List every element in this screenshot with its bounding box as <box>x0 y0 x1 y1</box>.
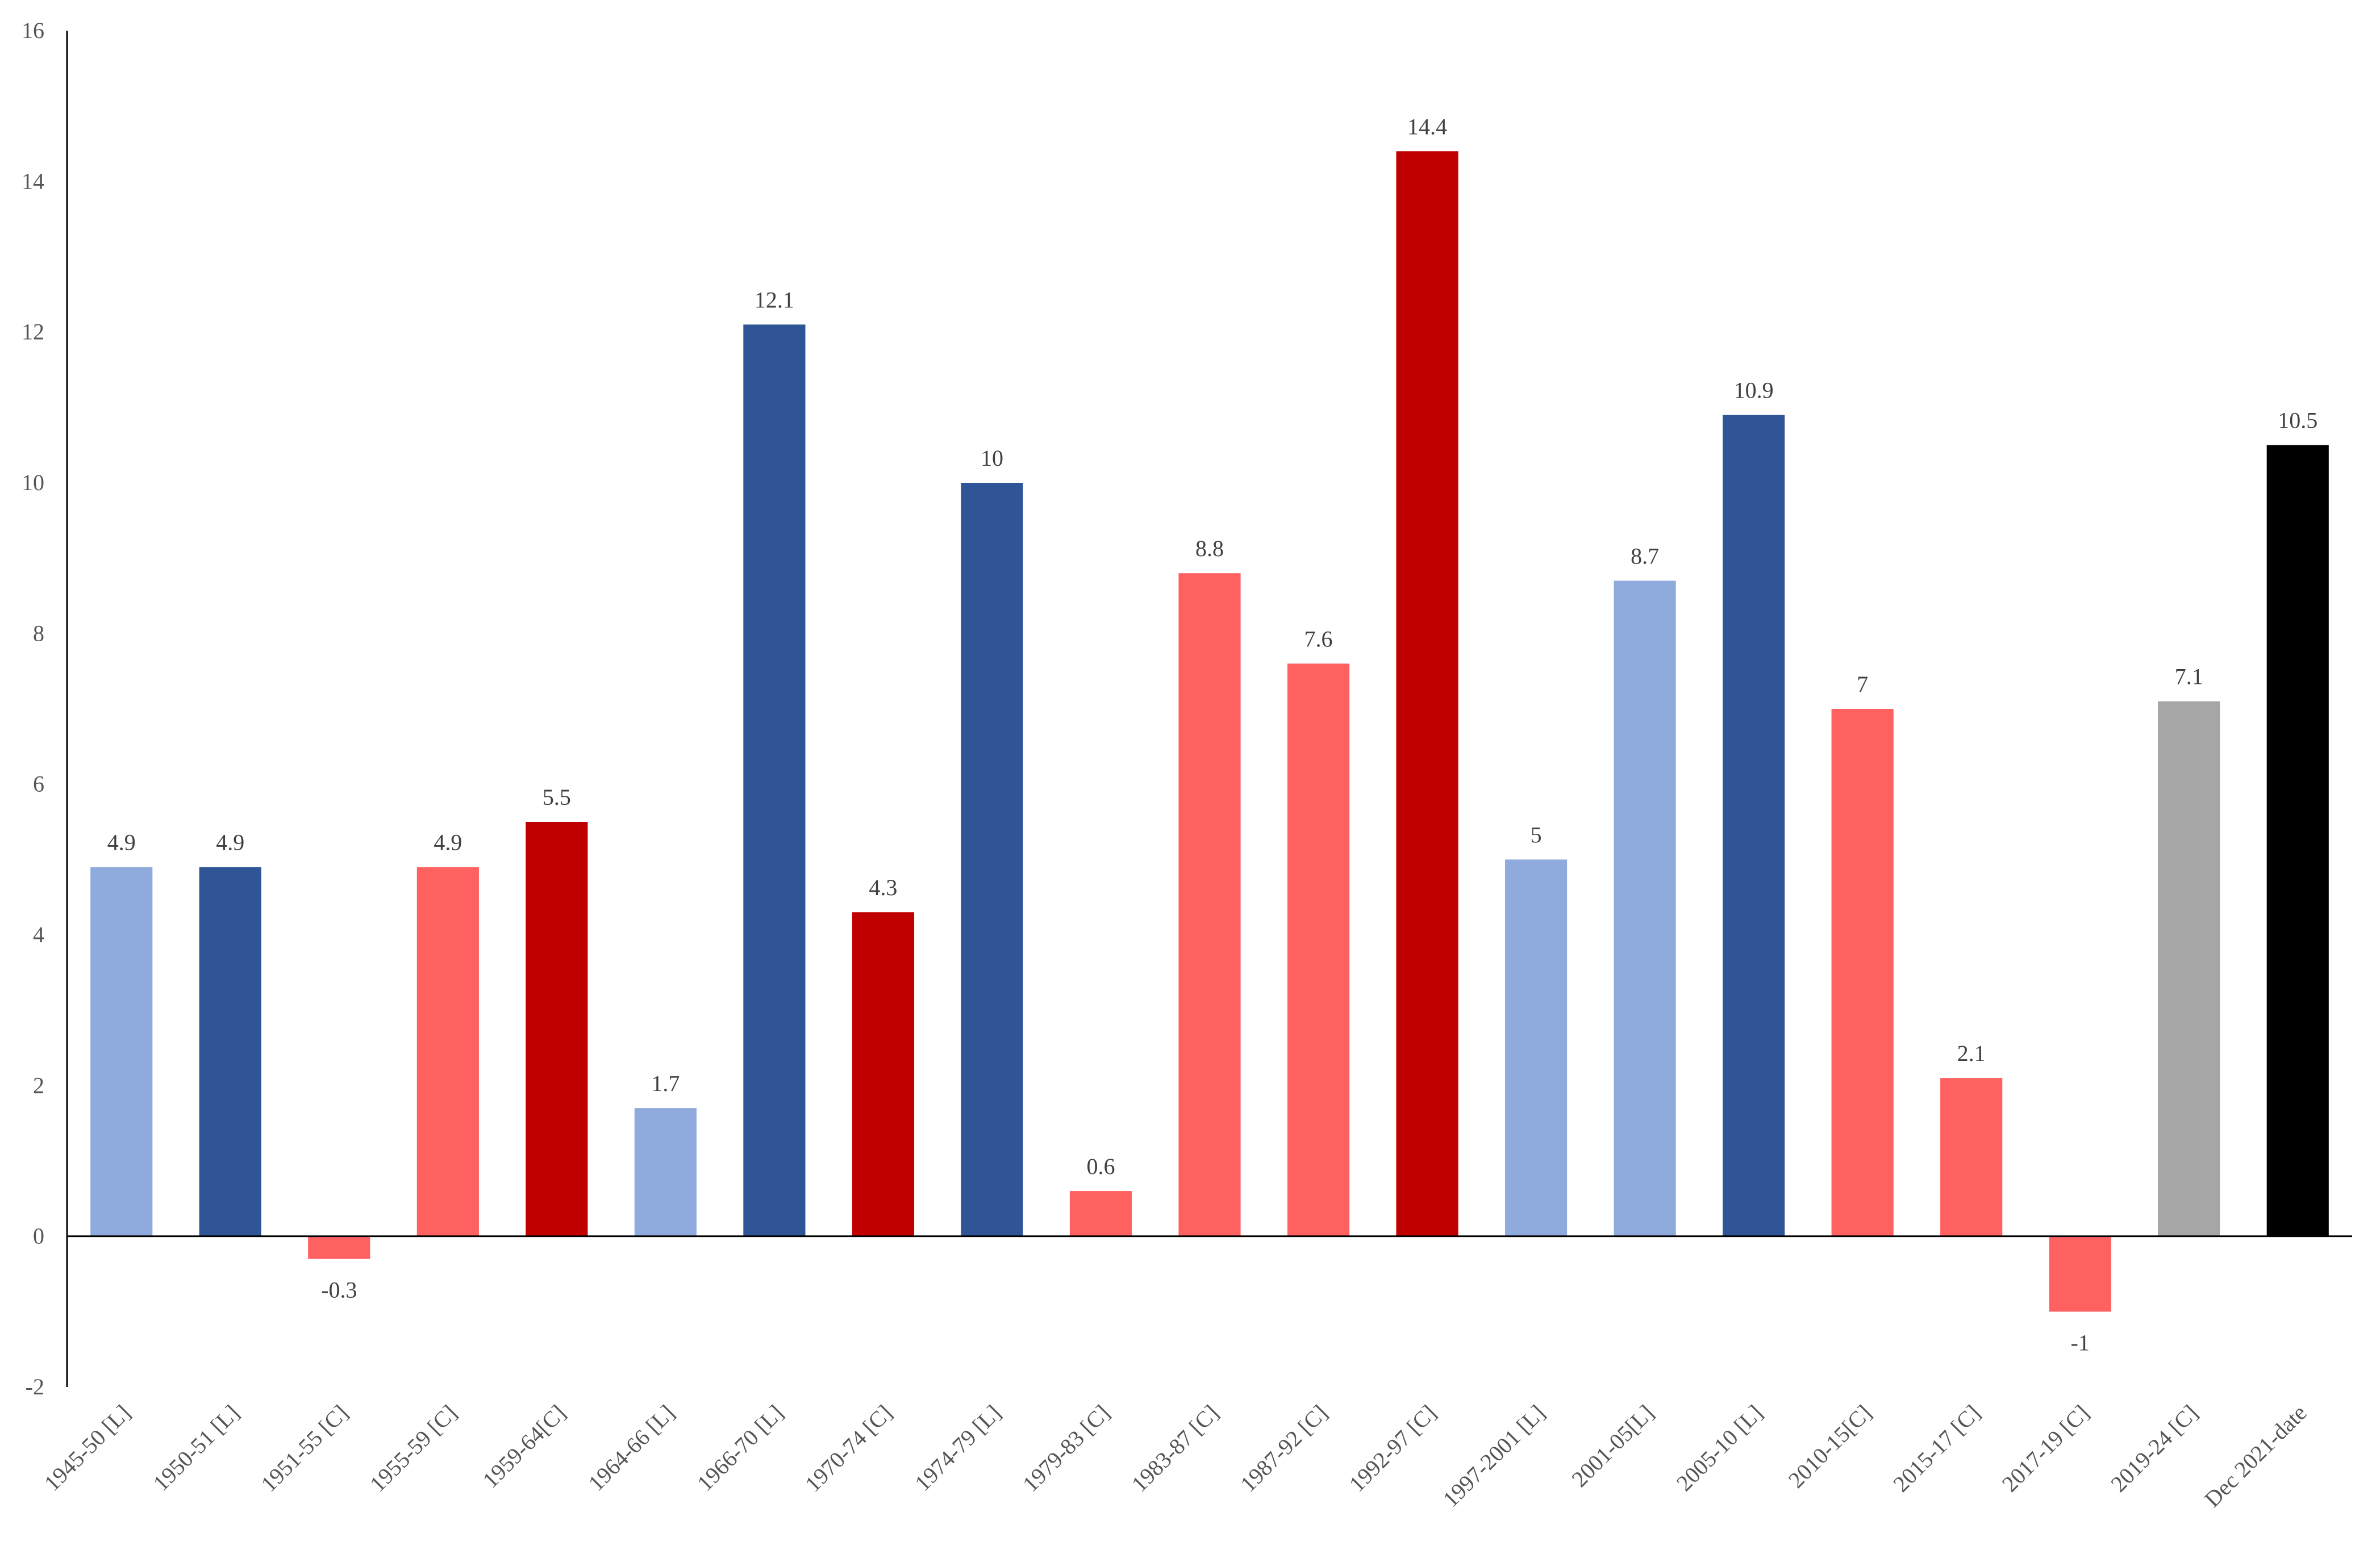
data-label: 7 <box>1857 671 1868 697</box>
data-label: 5.5 <box>543 784 571 810</box>
y-tick-label: 2 <box>33 1072 44 1098</box>
bar <box>1614 580 1676 1236</box>
data-label: 10.5 <box>2278 408 2318 433</box>
category-label: 1955-59 [C] <box>365 1400 462 1497</box>
category-label: 1959-64[C] <box>477 1400 570 1493</box>
category-label: 1950-51 [L] <box>148 1400 244 1496</box>
category-label: 2019-24 [C] <box>2106 1400 2203 1497</box>
y-tick-label: 10 <box>22 470 44 495</box>
data-label: 4.9 <box>107 830 136 855</box>
data-label: -0.3 <box>321 1277 357 1302</box>
bar <box>1940 1078 2003 1236</box>
category-label: 1987-92 [C] <box>1235 1400 1332 1497</box>
y-tick-label: 16 <box>22 18 44 43</box>
category-labels: 1945-50 [L] 1950-51 [L] 1951-55 [C] 1955-59… <box>39 1400 2312 1513</box>
bar <box>90 867 153 1236</box>
y-tick-label: 12 <box>22 319 44 345</box>
y-tick-label: -2 <box>26 1374 44 1400</box>
data-label: -1 <box>2071 1330 2090 1355</box>
category-label: 2005-10 [L] <box>1672 1400 1768 1496</box>
data-label: 0.6 <box>1086 1154 1115 1179</box>
data-label: 7.1 <box>2175 664 2203 690</box>
category-label: 2010-15[C] <box>1783 1400 1877 1493</box>
bar <box>1287 663 1350 1236</box>
category-label: 1979-83 [C] <box>1018 1400 1115 1497</box>
category-label: 2015-17 [C] <box>1888 1400 1985 1497</box>
category-label: 1966-70 [L] <box>692 1400 788 1496</box>
y-tick-label: 8 <box>33 620 44 646</box>
bar <box>1831 709 1894 1236</box>
bar <box>634 1108 697 1236</box>
data-label: 10 <box>981 445 1003 471</box>
bar <box>1069 1191 1132 1236</box>
data-labels: 4.9 4.9 -0.3 4.9 5.5 1.7 12.1 4.3 10 0.6 8.8 7.6 14.… <box>107 114 2318 1355</box>
y-tick-label: 14 <box>22 168 44 194</box>
category-label: 1974-79 [L] <box>910 1400 1006 1496</box>
bar <box>2266 445 2329 1236</box>
data-label: 10.9 <box>1734 378 1774 403</box>
data-label: 7.6 <box>1304 626 1333 651</box>
y-tick-label: 4 <box>33 922 44 947</box>
y-axis: -2 0 2 4 6 8 10 12 14 16 <box>22 18 68 1400</box>
bar <box>308 1236 370 1259</box>
bar <box>199 867 261 1236</box>
category-label: 2017-19 [C] <box>1997 1400 2094 1497</box>
category-label: 1970-74 [C] <box>800 1400 897 1497</box>
category-label: Dec 2021-date <box>2199 1400 2312 1513</box>
bar <box>1396 151 1458 1236</box>
data-label: 2.1 <box>1957 1041 1986 1066</box>
data-label: 5 <box>1531 822 1542 847</box>
bar <box>852 912 915 1236</box>
category-label: 1997-2001 [L] <box>1437 1400 1550 1513</box>
bar <box>2158 701 2220 1236</box>
bar <box>416 867 479 1236</box>
data-label: 4.3 <box>869 875 897 900</box>
data-label: 4.9 <box>434 830 462 855</box>
data-label: 1.7 <box>651 1071 680 1096</box>
bar <box>1504 859 1568 1236</box>
category-label: 1992-97 [C] <box>1344 1400 1441 1497</box>
data-label: 8.7 <box>1631 543 1659 569</box>
category-label: 1951-55 [C] <box>256 1400 353 1497</box>
category-label: 2001-05[L] <box>1566 1400 1658 1492</box>
data-label: 8.8 <box>1195 536 1224 561</box>
data-label: 4.9 <box>216 830 244 855</box>
bar <box>743 324 806 1236</box>
bar <box>526 822 588 1236</box>
y-tick-label: 0 <box>33 1223 44 1249</box>
bar <box>1723 415 1785 1236</box>
bar <box>2049 1236 2111 1312</box>
bar <box>1178 573 1241 1236</box>
data-label: 14.4 <box>1407 114 1447 139</box>
bars <box>90 151 2329 1312</box>
category-label: 1945-50 [L] <box>39 1400 135 1496</box>
category-label: 1983-87 [C] <box>1126 1400 1223 1497</box>
data-label: 12.1 <box>755 287 794 312</box>
bar <box>961 483 1023 1236</box>
y-tick-label: 6 <box>33 771 44 797</box>
category-label: 1964-66 [L] <box>583 1400 679 1496</box>
